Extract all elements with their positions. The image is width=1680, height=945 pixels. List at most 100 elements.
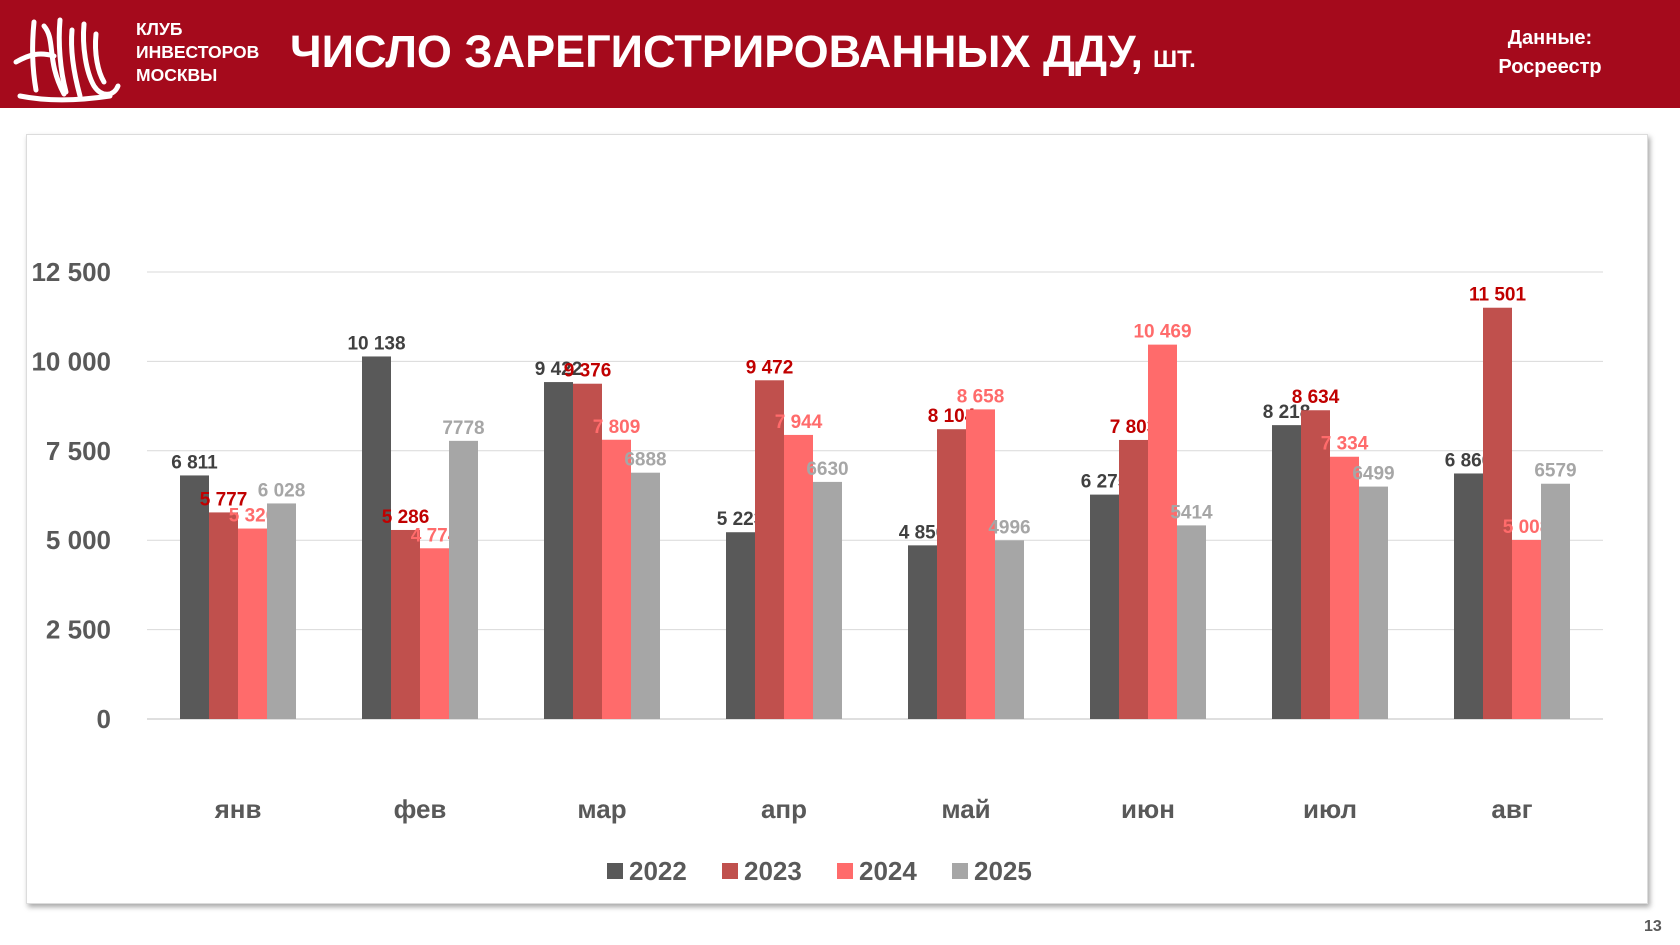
title-unit: ШТ. <box>1153 46 1196 73</box>
bar <box>1148 344 1177 719</box>
legend-swatch <box>952 863 968 879</box>
bar <box>937 429 966 719</box>
bar <box>180 475 209 719</box>
legend-label: 2025 <box>974 856 1032 886</box>
data-label: 5 777 <box>200 489 248 510</box>
y-tick-label: 7 500 <box>46 436 111 466</box>
source-label: Данные: <box>1507 27 1593 49</box>
data-label: 6 811 <box>171 452 218 473</box>
y-tick-label: 10 000 <box>31 346 111 376</box>
bar <box>1359 486 1388 719</box>
data-label: 5 286 <box>382 507 430 528</box>
legend-label: 2023 <box>744 856 802 886</box>
bar <box>995 540 1024 719</box>
bar <box>209 512 238 719</box>
legend-swatch <box>722 863 738 879</box>
bar <box>1301 410 1330 719</box>
bar <box>784 434 813 719</box>
bar <box>1119 439 1148 719</box>
data-label: 7 944 <box>775 412 823 433</box>
data-label: 7778 <box>442 418 484 439</box>
logo-line: ИНВЕСТОРОВ <box>136 42 260 62</box>
data-label: 6 275 <box>1081 472 1129 493</box>
x-tick-label: июн <box>1121 794 1175 824</box>
bar <box>573 383 602 719</box>
bar <box>631 472 660 719</box>
header-bar: КЛУБ ИНВЕСТОРОВ МОСКВЫ ЧИСЛО ЗАРЕГИСТРИР… <box>0 0 1680 108</box>
data-label: 6 866 <box>1445 450 1493 471</box>
bar <box>238 528 267 719</box>
data-label: 6 028 <box>258 480 306 501</box>
bar <box>544 382 573 719</box>
data-label: 8 658 <box>957 386 1005 407</box>
bar <box>1177 525 1206 719</box>
bar <box>813 481 842 719</box>
bar <box>1272 425 1301 719</box>
bar <box>1330 456 1359 719</box>
bar <box>908 545 937 719</box>
bar <box>449 440 478 719</box>
bar <box>602 439 631 719</box>
data-label: 5 326 <box>229 506 277 527</box>
x-tick-label: янв <box>214 794 262 824</box>
data-label: 9 472 <box>746 357 794 378</box>
legend-swatch <box>607 863 623 879</box>
x-tick-label: апр <box>761 794 807 824</box>
data-label: 6499 <box>1352 464 1394 485</box>
data-label: 10 138 <box>347 333 405 354</box>
data-label: 4 774 <box>411 525 459 546</box>
data-label: 6630 <box>806 459 848 480</box>
data-label: 7 803 <box>1110 417 1158 438</box>
page-title: ЧИСЛО ЗАРЕГИСТРИРОВАННЫХ ДДУ, ШТ. <box>290 26 1196 86</box>
data-label: 7 334 <box>1321 434 1369 455</box>
bar <box>1090 494 1119 719</box>
data-label: 8 634 <box>1292 387 1340 408</box>
bar <box>1512 539 1541 719</box>
x-tick-label: фев <box>394 794 447 824</box>
bar <box>362 356 391 719</box>
x-tick-label: июл <box>1303 794 1357 824</box>
club-logo-icon <box>13 17 121 103</box>
bar <box>1483 307 1512 719</box>
legend-label: 2024 <box>859 856 917 886</box>
data-label: 5414 <box>1170 502 1213 523</box>
bar <box>267 503 296 719</box>
data-label: 10 469 <box>1133 322 1191 343</box>
data-label: 6888 <box>624 450 666 471</box>
logo-line: КЛУБ <box>136 19 183 39</box>
data-label: 9 376 <box>564 361 612 382</box>
data-label: 9 422 <box>535 359 583 380</box>
title-text: ЧИСЛО ЗАРЕГИСТРИРОВАННЫХ ДДУ, <box>290 26 1144 77</box>
data-label: 4996 <box>988 517 1030 538</box>
bar <box>1541 483 1570 719</box>
data-label: 4 856 <box>899 522 947 543</box>
bar <box>726 532 755 719</box>
logo-line: МОСКВЫ <box>136 65 218 85</box>
bar <box>391 529 420 719</box>
data-label: 5 008 <box>1503 517 1551 538</box>
y-tick-label: 0 <box>97 704 111 734</box>
logo-text: КЛУБ ИНВЕСТОРОВ МОСКВЫ <box>136 18 259 87</box>
data-label: 5 223 <box>717 509 765 530</box>
page-number: 13 <box>1644 918 1662 935</box>
bar <box>966 409 995 719</box>
y-tick-label: 2 500 <box>46 615 111 645</box>
bar <box>755 380 784 719</box>
x-tick-label: авг <box>1491 794 1532 824</box>
data-label: 11 501 <box>1469 285 1526 306</box>
x-tick-label: мар <box>577 794 626 824</box>
bar <box>1454 473 1483 719</box>
data-label: 7 809 <box>593 417 641 438</box>
y-tick-label: 5 000 <box>46 525 111 555</box>
legend-swatch <box>837 863 853 879</box>
y-tick-label: 12 500 <box>31 257 111 287</box>
bar <box>420 548 449 719</box>
x-tick-label: май <box>941 794 990 824</box>
source-name: Росреестр <box>1498 56 1602 78</box>
data-label: 6579 <box>1534 461 1576 482</box>
data-label: 8 218 <box>1263 402 1311 423</box>
legend-label: 2022 <box>629 856 687 886</box>
data-label: 8 104 <box>928 406 976 427</box>
